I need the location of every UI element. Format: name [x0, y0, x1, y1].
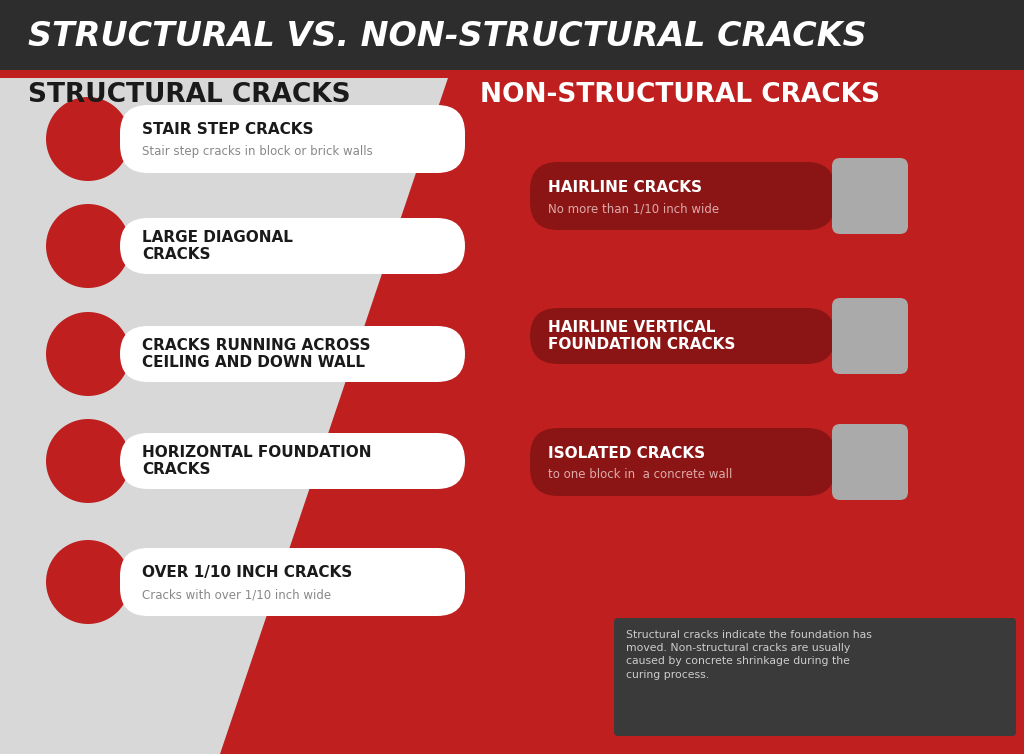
FancyBboxPatch shape — [120, 105, 465, 173]
Text: STAIR STEP CRACKS: STAIR STEP CRACKS — [142, 122, 313, 137]
Text: Structural cracks indicate the foundation has
moved. Non-structural cracks are u: Structural cracks indicate the foundatio… — [626, 630, 871, 679]
FancyBboxPatch shape — [120, 433, 465, 489]
Text: HORIZONTAL FOUNDATION
CRACKS: HORIZONTAL FOUNDATION CRACKS — [142, 445, 372, 477]
Text: Stair step cracks in block or brick walls: Stair step cracks in block or brick wall… — [142, 146, 373, 158]
Polygon shape — [220, 72, 1024, 754]
Text: NON-STRUCTURAL CRACKS: NON-STRUCTURAL CRACKS — [480, 82, 880, 108]
FancyBboxPatch shape — [831, 424, 908, 500]
FancyBboxPatch shape — [831, 298, 908, 374]
FancyBboxPatch shape — [530, 162, 835, 230]
Bar — [452, 70, 1024, 78]
Text: STRUCTURAL VS. NON-STRUCTURAL CRACKS: STRUCTURAL VS. NON-STRUCTURAL CRACKS — [28, 20, 866, 53]
Circle shape — [46, 312, 130, 396]
Circle shape — [46, 204, 130, 288]
FancyBboxPatch shape — [831, 158, 908, 234]
FancyBboxPatch shape — [120, 548, 465, 616]
FancyBboxPatch shape — [530, 308, 835, 364]
Text: ISOLATED CRACKS: ISOLATED CRACKS — [548, 446, 706, 461]
Text: No more than 1/10 inch wide: No more than 1/10 inch wide — [548, 203, 719, 216]
Text: CRACKS RUNNING ACROSS
CEILING AND DOWN WALL: CRACKS RUNNING ACROSS CEILING AND DOWN W… — [142, 338, 371, 370]
Text: to one block in  a concrete wall: to one block in a concrete wall — [548, 468, 732, 482]
FancyBboxPatch shape — [614, 618, 1016, 736]
Text: HAIRLINE VERTICAL
FOUNDATION CRACKS: HAIRLINE VERTICAL FOUNDATION CRACKS — [548, 320, 735, 352]
Bar — [0, 70, 532, 78]
Text: Cracks with over 1/10 inch wide: Cracks with over 1/10 inch wide — [142, 589, 331, 602]
FancyBboxPatch shape — [530, 428, 835, 496]
Circle shape — [46, 419, 130, 503]
FancyBboxPatch shape — [120, 218, 465, 274]
Bar — [0, 0, 1024, 72]
Text: LARGE DIAGONAL
CRACKS: LARGE DIAGONAL CRACKS — [142, 230, 293, 262]
Text: HAIRLINE CRACKS: HAIRLINE CRACKS — [548, 179, 702, 195]
Circle shape — [46, 97, 130, 181]
Text: STRUCTURAL CRACKS: STRUCTURAL CRACKS — [28, 82, 350, 108]
Text: OVER 1/10 INCH CRACKS: OVER 1/10 INCH CRACKS — [142, 566, 352, 581]
Circle shape — [46, 540, 130, 624]
FancyBboxPatch shape — [120, 326, 465, 382]
